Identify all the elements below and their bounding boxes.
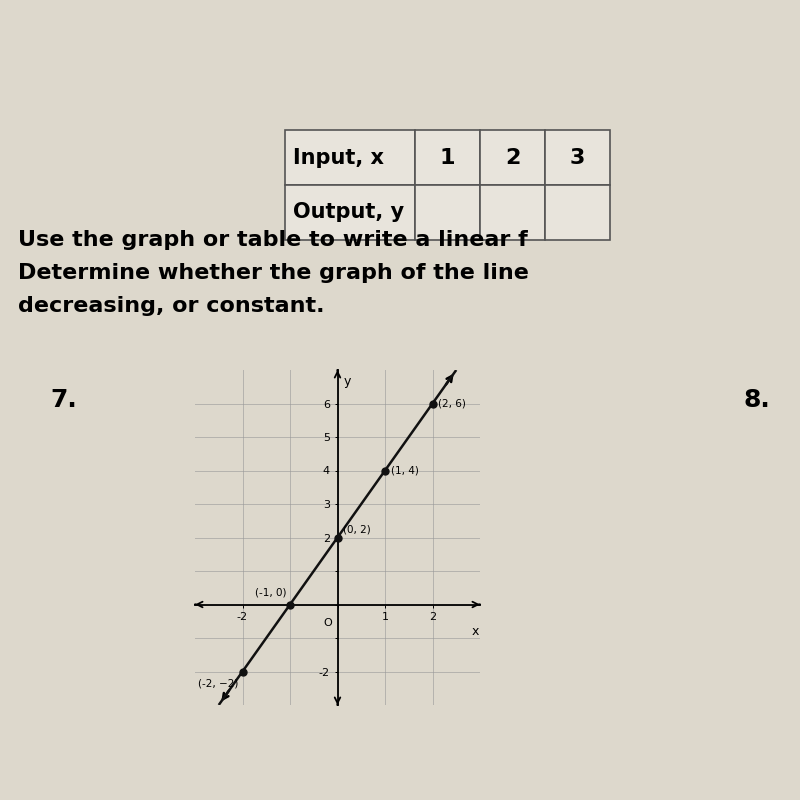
Text: O: O [324, 618, 332, 628]
Text: 1: 1 [440, 147, 455, 167]
Text: (1, 4): (1, 4) [390, 466, 418, 475]
Text: (-2, −2): (-2, −2) [198, 678, 238, 688]
Text: y: y [343, 375, 350, 388]
Text: 3: 3 [570, 147, 585, 167]
Text: (2, 6): (2, 6) [438, 398, 466, 409]
Text: Output, y: Output, y [293, 202, 404, 222]
Bar [415, 185, 480, 240]
Text: Determine whether the graph of the line: Determine whether the graph of the line [18, 263, 529, 283]
Text: 2: 2 [505, 147, 520, 167]
Bar [545, 185, 610, 240]
Text: (-1, 0): (-1, 0) [254, 588, 286, 598]
Text: Input, x: Input, x [293, 147, 384, 167]
Bar [415, 130, 480, 185]
Text: 7.: 7. [50, 388, 77, 412]
Bar [480, 185, 545, 240]
Bar [285, 185, 415, 240]
Text: x: x [471, 625, 479, 638]
Bar [285, 130, 415, 185]
Text: Use the graph or table to write a linear f: Use the graph or table to write a linear… [18, 230, 528, 250]
Text: decreasing, or constant.: decreasing, or constant. [18, 296, 325, 316]
Bar [480, 130, 545, 185]
Text: (0, 2): (0, 2) [343, 524, 371, 534]
Bar [545, 130, 610, 185]
Text: 8.: 8. [743, 388, 770, 412]
